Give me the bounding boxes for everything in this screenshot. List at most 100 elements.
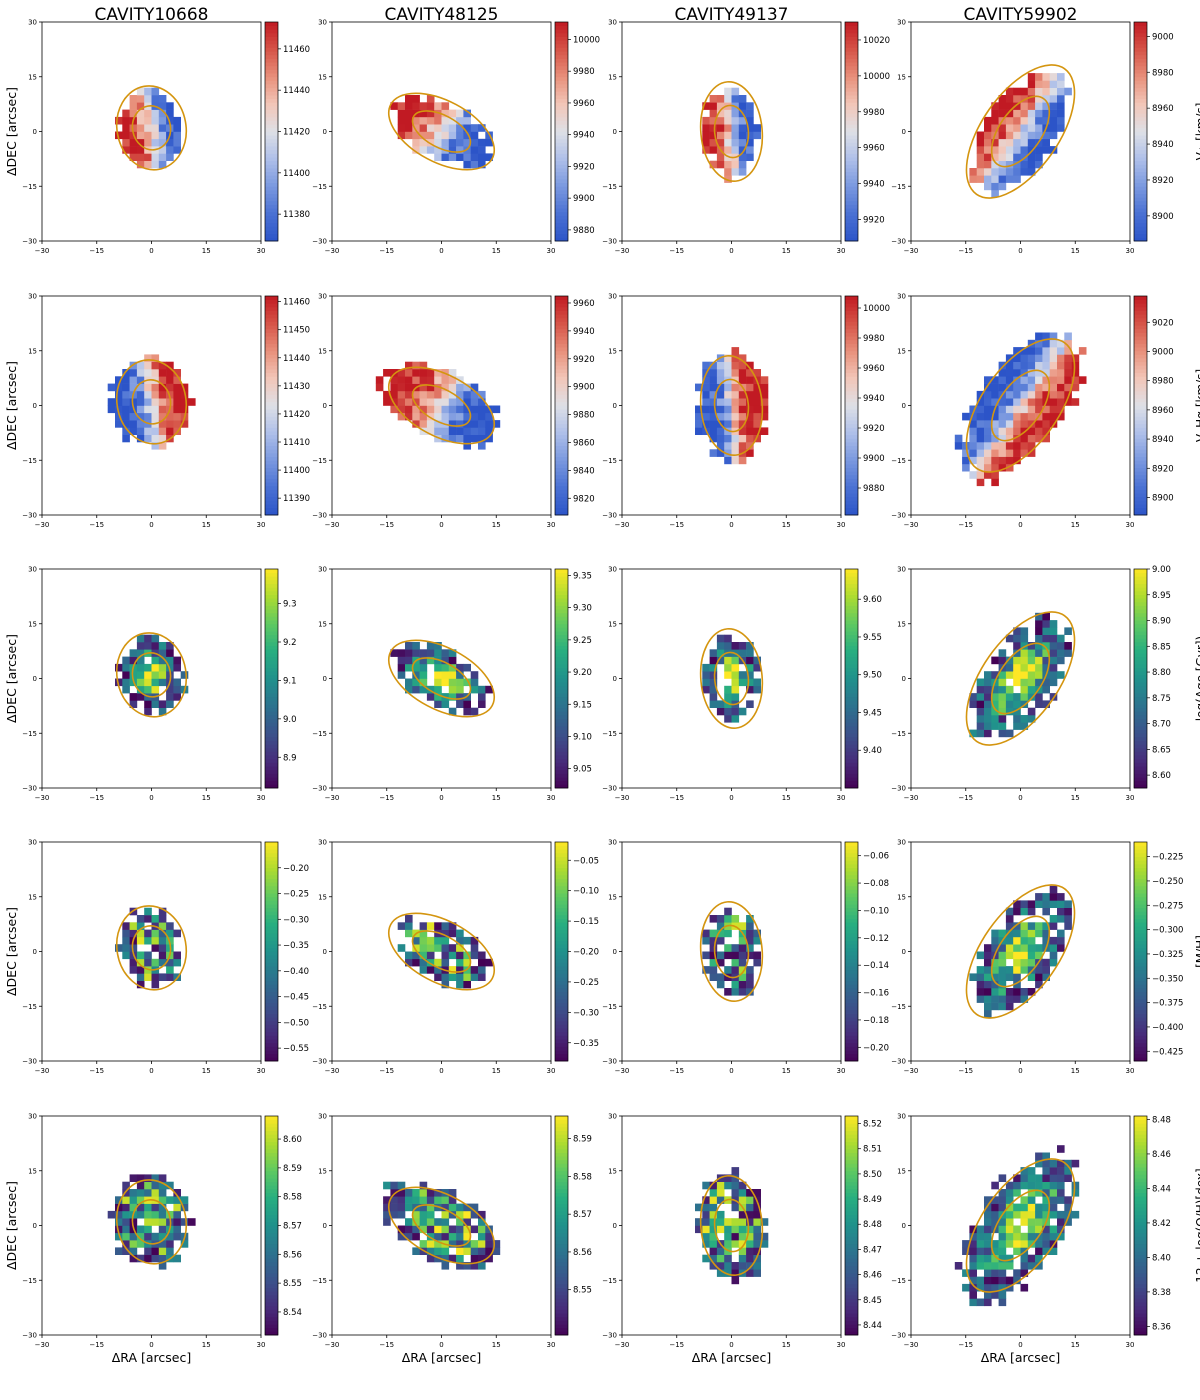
colorbar-segment [555, 456, 568, 461]
map-pixel [998, 1203, 1007, 1212]
map-pixel [122, 936, 130, 945]
colorbar-segment [845, 569, 858, 574]
map-pixel [448, 398, 457, 406]
map-pixel [166, 412, 174, 421]
colorbar-segment [555, 944, 568, 949]
map-pixel [984, 1210, 992, 1219]
colorbar-segment [265, 438, 278, 443]
colorbar-segment [555, 226, 568, 231]
map-pixel [969, 729, 977, 738]
map-pixel [470, 427, 479, 435]
colorbar-segment [845, 1156, 858, 1161]
map-pixel [984, 146, 992, 154]
map-pixel [173, 383, 181, 392]
map-pixel [136, 138, 145, 147]
colorbar-segment [555, 186, 568, 191]
map-pixel [1057, 900, 1065, 908]
map-pixel [709, 663, 718, 672]
colorbar-segment [265, 1192, 278, 1197]
map-pixel [991, 1210, 999, 1219]
colorbar-tick-label: −0.30 [573, 1008, 599, 1018]
colorbar-segment [555, 700, 568, 705]
map-pixel [991, 463, 999, 472]
colorbar-segment [555, 1148, 568, 1153]
map-pixel [136, 685, 145, 694]
map-pixel [456, 685, 464, 694]
map-pixel [1035, 893, 1043, 901]
colorbar-segment [845, 222, 858, 227]
map-pixel [456, 951, 464, 960]
colorbar-segment [265, 852, 278, 857]
colorbar-segment [265, 758, 278, 763]
isophote-contour [990, 369, 1051, 442]
map-pixel [969, 456, 977, 465]
map-pixel [731, 1276, 740, 1285]
colorbar-segment [555, 867, 568, 872]
colorbar-tick-label: 8960 [1152, 406, 1174, 416]
map-pixel [1020, 168, 1029, 176]
map-pixel [709, 361, 718, 370]
colorbar-segment [1134, 40, 1147, 45]
map-pixel [434, 936, 442, 945]
colorbar-tick-label: 9900 [573, 383, 595, 393]
map-pixel [397, 1181, 406, 1190]
colorbar-segment [555, 631, 568, 636]
map-pixel [731, 915, 740, 923]
colorbar-segment [1134, 1116, 1147, 1121]
colorbar-segment [265, 871, 278, 876]
map-pixel [397, 1232, 406, 1241]
map-pixel [136, 361, 145, 370]
map-pixel [1035, 1174, 1043, 1182]
map-pixel [1071, 398, 1080, 406]
map-pixel [724, 966, 732, 974]
map-pixel [405, 383, 413, 392]
map-pixel [954, 434, 963, 443]
x-tick-label: 15 [492, 1067, 501, 1075]
map-pixel [1064, 87, 1072, 96]
map-pixel [1020, 693, 1029, 701]
map-pixel [1057, 656, 1065, 665]
map-pixel [129, 138, 138, 147]
colorbar-segment [1134, 105, 1147, 110]
map-pixel [1057, 1225, 1065, 1234]
map-pixel [463, 405, 471, 414]
map-pixel [716, 442, 725, 450]
map-pixel [405, 915, 413, 923]
map-pixel [1020, 369, 1029, 377]
colorbar-segment [845, 642, 858, 647]
colorbar-segment [845, 131, 858, 136]
colorbar-segment [1134, 609, 1147, 614]
x-tick-label: 0 [1018, 1341, 1022, 1349]
map-pixel [1035, 347, 1043, 355]
map-pixel [760, 376, 769, 384]
map-pixel [1035, 700, 1043, 708]
map-panel: −30−30−15−150015153030890089208940896089… [891, 19, 1200, 256]
colorbar-segment [555, 412, 568, 417]
map-pixel [1020, 420, 1029, 428]
map-pixel [1042, 1210, 1050, 1219]
colorbar: 8.548.558.568.578.588.598.60 [264, 1115, 302, 1336]
map-pixel [709, 102, 718, 110]
colorbar-segment [845, 358, 858, 363]
colorbar-segment [555, 1119, 568, 1124]
map-pixel [426, 649, 435, 657]
colorbar-segment [265, 1196, 278, 1201]
map-pixel [716, 929, 725, 938]
map-pixel [1013, 146, 1021, 154]
colorbar-segment [1134, 219, 1147, 224]
map-pixel [1027, 663, 1036, 672]
colorbar-segment [1134, 616, 1147, 621]
colorbar-segment [265, 863, 278, 868]
map-pixel [1035, 339, 1043, 348]
map-pixel [984, 405, 992, 414]
colorbar-segment [265, 390, 278, 395]
map-pixel [129, 427, 138, 435]
map-pixel [441, 936, 450, 945]
map-pixel [709, 369, 718, 377]
colorbar-segment [845, 1280, 858, 1285]
colorbar-segment [1134, 25, 1147, 30]
map-pixel [1042, 109, 1050, 118]
map-pixel [724, 1269, 732, 1277]
